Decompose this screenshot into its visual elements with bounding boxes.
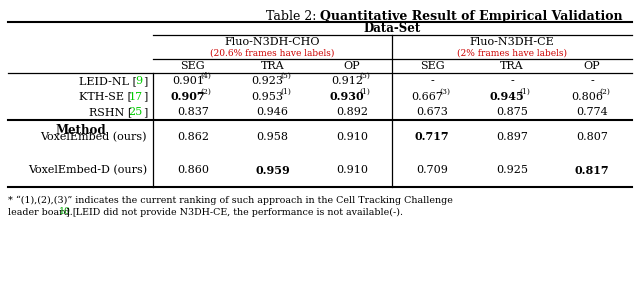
Text: Fluo-N3DH-CHO: Fluo-N3DH-CHO: [225, 37, 320, 47]
Text: ]: ]: [143, 107, 147, 117]
Text: TRA: TRA: [500, 61, 524, 71]
Text: 0.901: 0.901: [172, 76, 204, 86]
Text: leader board [: leader board [: [8, 208, 77, 216]
Text: 0.667: 0.667: [411, 92, 443, 102]
Text: 0.946: 0.946: [257, 107, 289, 117]
Text: (20.6% frames have labels): (20.6% frames have labels): [211, 49, 335, 57]
Text: 10: 10: [59, 208, 70, 216]
Text: 0.862: 0.862: [177, 132, 209, 142]
Text: ]. LEID did not provide N3DH-CE, the performance is not available(-).: ]. LEID did not provide N3DH-CE, the per…: [66, 208, 403, 217]
Text: TRA: TRA: [260, 61, 284, 71]
Text: 0.806: 0.806: [571, 92, 603, 102]
Text: 9: 9: [136, 76, 143, 86]
Text: ]: ]: [143, 92, 147, 102]
Text: OP: OP: [344, 61, 360, 71]
Text: RSHN [: RSHN [: [89, 107, 132, 117]
Text: 0.910: 0.910: [336, 165, 368, 175]
Text: Data-Set: Data-Set: [364, 22, 421, 35]
Text: 0.837: 0.837: [177, 107, 209, 117]
Text: SEG: SEG: [420, 61, 444, 71]
Text: 0.923: 0.923: [252, 76, 284, 86]
Text: 0.907: 0.907: [170, 91, 205, 102]
Text: 0.709: 0.709: [416, 165, 448, 175]
Text: 0.892: 0.892: [336, 107, 368, 117]
Text: (4): (4): [200, 72, 211, 80]
Text: (2): (2): [600, 88, 611, 96]
Text: 0.673: 0.673: [416, 107, 448, 117]
Text: 0.897: 0.897: [496, 132, 528, 142]
Text: 17: 17: [129, 92, 143, 102]
Text: -: -: [430, 76, 434, 86]
Text: (5): (5): [280, 72, 291, 80]
Text: VoxelEmbed (ours): VoxelEmbed (ours): [40, 132, 147, 142]
Text: (1): (1): [520, 88, 531, 96]
Text: 0.910: 0.910: [336, 132, 368, 142]
Text: (1): (1): [360, 88, 371, 96]
Text: KTH-SE [: KTH-SE [: [79, 92, 132, 102]
Text: 0.912: 0.912: [331, 76, 363, 86]
Text: Method: Method: [55, 123, 106, 137]
Text: 0.925: 0.925: [496, 165, 528, 175]
Text: 0.958: 0.958: [257, 132, 289, 142]
Text: 0.930: 0.930: [330, 91, 364, 102]
Text: ]: ]: [143, 76, 147, 86]
Text: (3): (3): [440, 88, 451, 96]
Text: * “(1),(2),(3)” indicates the current ranking of such approach in the Cell Track: * “(1),(2),(3)” indicates the current ra…: [8, 195, 453, 205]
Text: 0.959: 0.959: [255, 165, 290, 176]
Text: 0.807: 0.807: [576, 132, 608, 142]
Text: 0.774: 0.774: [576, 107, 608, 117]
Text: SEG: SEG: [180, 61, 205, 71]
Text: 0.717: 0.717: [415, 131, 449, 142]
Text: Quantitative Result of Empirical Validation: Quantitative Result of Empirical Validat…: [320, 10, 623, 23]
Text: (2): (2): [200, 88, 211, 96]
Text: -: -: [510, 76, 514, 86]
Text: (1): (1): [280, 88, 291, 96]
Text: Fluo-N3DH-CE: Fluo-N3DH-CE: [470, 37, 554, 47]
Text: VoxelEmbed-D (ours): VoxelEmbed-D (ours): [28, 165, 147, 175]
Text: LEID-NL [: LEID-NL [: [79, 76, 138, 86]
Text: Table 2:: Table 2:: [266, 10, 320, 23]
Text: 0.953: 0.953: [252, 92, 284, 102]
Text: 25: 25: [128, 107, 143, 117]
Text: (2% frames have labels): (2% frames have labels): [457, 49, 567, 57]
Text: 0.945: 0.945: [490, 91, 524, 102]
Text: 0.817: 0.817: [575, 165, 609, 176]
Text: 0.875: 0.875: [496, 107, 528, 117]
Text: (5): (5): [360, 72, 371, 80]
Text: -: -: [590, 76, 594, 86]
Text: OP: OP: [584, 61, 600, 71]
Text: 0.860: 0.860: [177, 165, 209, 175]
